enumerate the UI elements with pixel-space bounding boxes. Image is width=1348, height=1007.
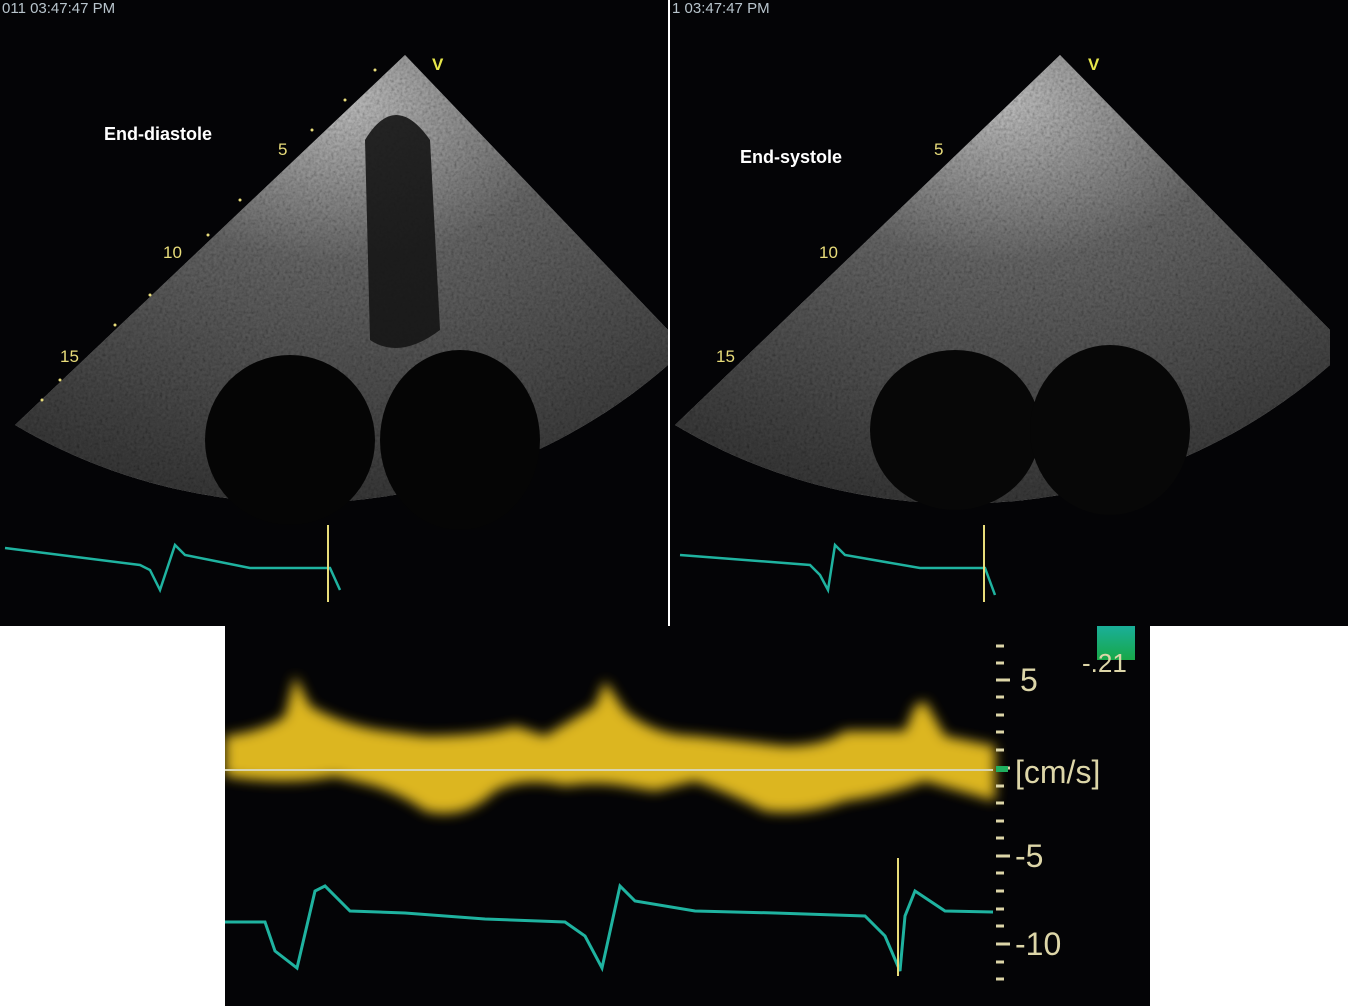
depth-label-10: 10 [163,243,182,262]
echo-panel-end-diastole: 011 03:47:47 PM End-diastole V 5 10 15 [0,0,668,626]
depth-label-5: 5 [934,140,944,159]
color-bar-value: -.21 [1082,648,1127,678]
ultrasound-sector [4,55,668,602]
depth-label-15: 15 [716,347,735,366]
depth-label-15: 15 [60,347,79,366]
scale-label-5: 5 [1020,662,1038,698]
doppler-spectrum [225,626,1135,981]
velocity-scale-ticks [996,644,1010,981]
scale-unit: [cm/s] [1015,754,1101,790]
probe-marker: V [432,55,444,74]
ecg-trace [679,542,997,596]
ecg-trace [225,883,994,973]
tissue-doppler-panel: 5 [cm/s] -5 -10 -.21 [225,626,1150,1006]
scale-label-neg5: -5 [1015,838,1044,874]
timestamp: 011 03:47:47 PM [2,0,116,17]
phase-label: End-diastole [104,124,213,144]
phase-label: End-systole [740,147,843,167]
depth-label-10: 10 [819,243,838,262]
color-bar [1097,626,1135,660]
timestamp: 1 03:47:47 PM [672,0,770,17]
ultrasound-sector [675,55,1330,602]
ecg-trace [4,542,342,594]
probe-marker: V [1088,55,1100,74]
scale-label-neg10: -10 [1015,926,1062,962]
depth-label-5: 5 [278,140,288,159]
echo-panel-end-systole: 1 03:47:47 PM End-systole V 5 10 15 [670,0,1348,626]
